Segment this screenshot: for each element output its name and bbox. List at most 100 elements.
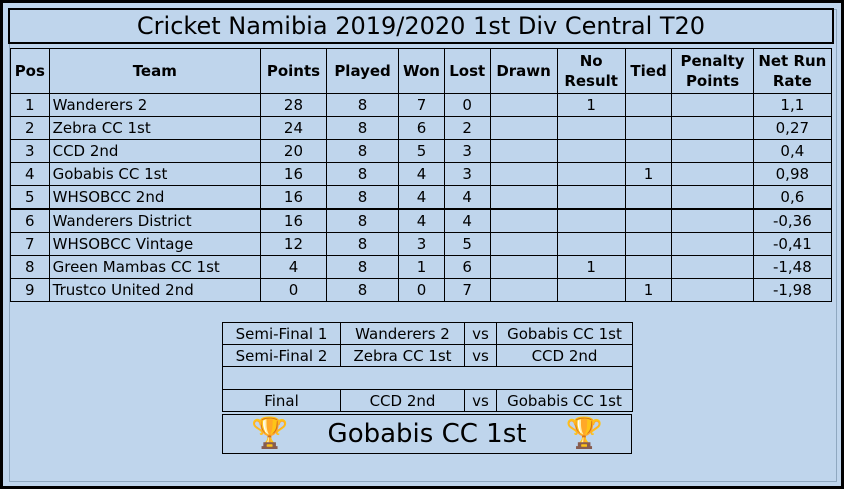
cell-team: WHSOBCC 2nd [48, 185, 261, 210]
sf1-away: Gobabis CC 1st [496, 322, 633, 345]
table-row: 2 Zebra CC 1st 24 8 6 2 0,27 [10, 116, 833, 140]
cell-tied [624, 255, 673, 279]
final-row: Final CCD 2nd vs Gobabis CC 1st [222, 389, 633, 412]
cell-penalty-points [671, 278, 754, 302]
cell-penalty-points [671, 162, 754, 186]
cell-tied [624, 185, 673, 210]
cell-no-result [556, 116, 626, 140]
cell-team: Trustco United 2nd [48, 278, 261, 302]
standings-table: Pos Team Points Played Won Lost Drawn No… [10, 48, 833, 302]
cell-lost: 4 [443, 208, 491, 233]
cell-drawn [489, 255, 558, 279]
cell-net-run-rate: -0,41 [752, 232, 833, 256]
cell-points: 16 [259, 208, 327, 233]
page-title: Cricket Namibia 2019/2020 1st Div Centra… [8, 8, 834, 44]
cell-penalty-points [671, 116, 754, 140]
cell-net-run-rate: -1,48 [752, 255, 833, 279]
cell-tied [624, 139, 673, 163]
table-row: 8 Green Mambas CC 1st 4 8 1 6 1 -1,48 [10, 255, 833, 279]
cell-no-result: 1 [556, 93, 626, 117]
cell-team: Zebra CC 1st [48, 116, 261, 140]
cell-team: CCD 2nd [48, 139, 261, 163]
cell-net-run-rate: -1,98 [752, 278, 833, 302]
cell-won: 4 [398, 208, 445, 233]
cell-net-run-rate: 0,27 [752, 116, 833, 140]
cell-no-result [556, 208, 626, 233]
cell-pos: 8 [10, 255, 50, 279]
cell-won: 6 [398, 116, 445, 140]
cell-tied [624, 116, 673, 140]
cell-tied: 1 [624, 278, 673, 302]
cell-penalty-points [671, 208, 754, 233]
cell-pos: 1 [10, 93, 50, 117]
cell-team: Green Mambas CC 1st [48, 255, 261, 279]
cell-team: WHSOBCC Vintage [48, 232, 261, 256]
table-row: 4 Gobabis CC 1st 16 8 4 3 1 0,98 [10, 162, 833, 186]
final-home: CCD 2nd [340, 389, 465, 412]
cell-played: 8 [325, 255, 400, 279]
cell-pos: 4 [10, 162, 50, 186]
cell-net-run-rate: 1,1 [752, 93, 833, 117]
table-header-row: Pos Team Points Played Won Lost Drawn No… [10, 48, 833, 94]
semi-final-2-row: Semi-Final 2 Zebra CC 1st vs CCD 2nd [222, 344, 633, 367]
table-row: 7 WHSOBCC Vintage 12 8 3 5 -0,41 [10, 232, 833, 256]
cell-drawn [489, 208, 558, 233]
cell-pos: 5 [10, 185, 50, 210]
table-row: 3 CCD 2nd 20 8 5 3 0,4 [10, 139, 833, 163]
cell-net-run-rate: -0,36 [752, 208, 833, 233]
header-penalty-points: Penalty Points [671, 48, 754, 94]
header-net-run-rate: Net Run Rate [752, 48, 833, 94]
cell-lost: 4 [443, 185, 491, 210]
cell-played: 8 [325, 139, 400, 163]
cell-played: 8 [325, 232, 400, 256]
sf1-home: Wanderers 2 [340, 322, 465, 345]
cell-drawn [489, 116, 558, 140]
cell-played: 8 [325, 208, 400, 233]
cell-team: Wanderers District [48, 208, 261, 233]
cell-team: Wanderers 2 [48, 93, 261, 117]
cell-played: 8 [325, 162, 400, 186]
cell-drawn [489, 185, 558, 210]
sf2-home: Zebra CC 1st [340, 344, 465, 367]
table-row: 9 Trustco United 2nd 0 8 0 7 1 -1,98 [10, 278, 833, 302]
cell-points: 20 [259, 139, 327, 163]
cell-tied [624, 208, 673, 233]
cell-tied [624, 232, 673, 256]
cell-penalty-points [671, 255, 754, 279]
champion-box: 🏆 Gobabis CC 1st 🏆 [222, 414, 632, 454]
sf1-vs: vs [464, 322, 497, 345]
cell-won: 1 [398, 255, 445, 279]
cell-no-result [556, 162, 626, 186]
header-drawn: Drawn [489, 48, 558, 94]
cell-points: 16 [259, 185, 327, 210]
cell-won: 4 [398, 185, 445, 210]
table-row: 1 Wanderers 2 28 8 7 0 1 1,1 [10, 93, 833, 117]
sf2-vs: vs [464, 344, 497, 367]
cell-no-result [556, 139, 626, 163]
cell-lost: 5 [443, 232, 491, 256]
header-won: Won [398, 48, 445, 94]
cell-penalty-points [671, 93, 754, 117]
cell-penalty-points [671, 185, 754, 210]
cell-drawn [489, 232, 558, 256]
cell-lost: 0 [443, 93, 491, 117]
cell-penalty-points [671, 232, 754, 256]
cell-team: Gobabis CC 1st [48, 162, 261, 186]
cell-lost: 3 [443, 162, 491, 186]
cell-drawn [489, 278, 558, 302]
cell-pos: 2 [10, 116, 50, 140]
cell-points: 0 [259, 278, 327, 302]
cell-won: 4 [398, 162, 445, 186]
cell-pos: 6 [10, 208, 50, 233]
cell-lost: 7 [443, 278, 491, 302]
cell-pos: 7 [10, 232, 50, 256]
cell-no-result [556, 232, 626, 256]
cell-no-result [556, 185, 626, 210]
cell-drawn [489, 162, 558, 186]
cell-lost: 3 [443, 139, 491, 163]
header-no-result: No Result [556, 48, 626, 94]
cell-played: 8 [325, 278, 400, 302]
cell-played: 8 [325, 93, 400, 117]
cell-no-result: 1 [556, 255, 626, 279]
cell-won: 5 [398, 139, 445, 163]
